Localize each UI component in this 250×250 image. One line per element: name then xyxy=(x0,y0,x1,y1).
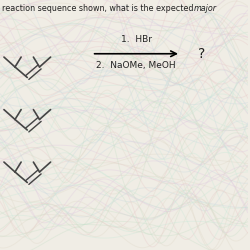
Text: 2.  NaOMe, MeOH: 2. NaOMe, MeOH xyxy=(96,61,176,70)
Text: reaction sequence shown, what is the expected: reaction sequence shown, what is the exp… xyxy=(2,4,196,13)
Text: 1.  HBr: 1. HBr xyxy=(121,35,152,44)
Text: major: major xyxy=(193,4,216,13)
Text: ?: ? xyxy=(198,47,205,61)
